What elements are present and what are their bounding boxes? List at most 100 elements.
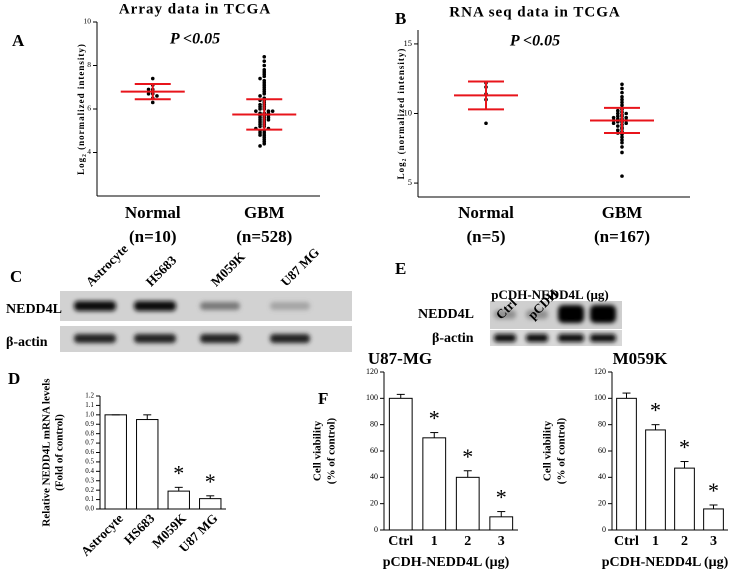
chart-subtitle: P <0.05: [169, 31, 220, 48]
category-count: (n=167): [594, 227, 650, 246]
data-point: [611, 115, 616, 120]
x-tick-label: 2: [464, 534, 471, 549]
y-tick-label: 0.9: [85, 420, 94, 428]
chart-title: Array data in TCGA: [119, 1, 271, 17]
y-axis-label: Log₂ (normalized intensity): [76, 43, 86, 175]
category-label: Normal: [458, 203, 514, 222]
y-axis-label: Cell viability: [312, 420, 324, 481]
y-tick-label: 1.0: [85, 410, 94, 418]
chart-title: M059K: [613, 349, 669, 368]
chart-title: U87-MG: [368, 349, 432, 368]
data-point: [624, 121, 628, 126]
chart-subtitle: P <0.05: [509, 33, 560, 50]
data-point: [258, 94, 262, 98]
data-point: [258, 105, 262, 109]
x-axis-label: pCDH-NEDD4L (μg): [602, 555, 729, 570]
data-point: [262, 63, 267, 68]
bar: [645, 429, 666, 531]
row-label: β-actin: [432, 331, 474, 346]
bar: [167, 490, 190, 510]
row-label: NEDD4L: [6, 302, 62, 317]
y-tick-label: 0.3: [85, 476, 94, 484]
data-point: [616, 114, 620, 119]
y-tick-label: 100: [594, 393, 606, 402]
x-tick-label: 2: [681, 534, 688, 549]
y-tick-label: 15: [404, 38, 413, 48]
y-tick-label: 0.2: [85, 486, 94, 494]
y-tick-label: 0.1: [85, 495, 94, 503]
y-tick-label: 1.1: [85, 401, 94, 409]
data-point: [620, 95, 624, 99]
y-tick-label: 1.2: [85, 392, 94, 400]
data-point: [616, 128, 620, 132]
y-tick-label: 0: [602, 525, 606, 534]
y-axis-label: Cell viability: [542, 420, 554, 481]
y-tick-label: 10: [404, 107, 413, 117]
bar: [422, 437, 447, 531]
data-point: [254, 109, 258, 113]
significance-mark: *: [650, 398, 661, 423]
lane-label: 3: [600, 307, 607, 322]
y-axis-label: (Fold of control): [54, 414, 66, 491]
data-point: [146, 87, 151, 92]
data-point: [258, 144, 262, 148]
data-point: [620, 86, 624, 91]
x-tick-label: Ctrl: [614, 534, 639, 549]
data-point: [258, 133, 262, 137]
data-point: [616, 108, 620, 113]
y-tick-label: 120: [366, 367, 378, 376]
data-point: [620, 82, 624, 87]
data-point: [616, 111, 620, 116]
data-point: [624, 115, 628, 120]
y-tick-label: 60: [370, 446, 378, 455]
bar: [199, 498, 222, 510]
data-point: [150, 76, 155, 81]
data-point: [262, 91, 267, 96]
data-point: [258, 124, 262, 129]
lane-label: U87 MG: [278, 245, 323, 290]
data-point: [620, 100, 624, 105]
significance-mark: *: [429, 406, 440, 431]
x-tick-label: Astrocyte: [78, 510, 126, 558]
data-point: [262, 59, 267, 63]
data-point: [146, 91, 151, 96]
significance-mark: *: [496, 485, 507, 510]
y-tick-label: 80: [370, 419, 378, 428]
significance-mark: *: [462, 444, 473, 469]
data-point: [616, 124, 620, 128]
y-tick-label: 10: [84, 17, 92, 26]
data-point: [258, 76, 262, 81]
y-tick-label: 40: [598, 472, 606, 481]
panel-letter: A: [12, 31, 25, 50]
lane-label: Astrocyte: [83, 241, 131, 289]
significance-mark: *: [708, 478, 719, 503]
y-tick-label: 120: [594, 367, 606, 376]
y-tick-label: 6: [87, 104, 91, 113]
data-point: [262, 142, 267, 146]
significance-mark: *: [679, 435, 690, 460]
panel-letter: F: [318, 389, 328, 408]
y-tick-label: 40: [370, 472, 378, 481]
x-tick-label: 3: [710, 534, 717, 549]
y-tick-label: 60: [598, 446, 606, 455]
category-label: GBM: [602, 203, 643, 222]
y-tick-label: 0: [374, 525, 378, 534]
panel-letter: E: [395, 259, 406, 278]
category-count: (n=5): [467, 227, 506, 246]
lane-label: HS683: [143, 252, 180, 289]
x-tick-label: 3: [498, 534, 505, 549]
bar: [136, 419, 159, 510]
data-point: [620, 150, 624, 155]
bar: [455, 476, 480, 531]
data-point: [620, 97, 624, 102]
data-point: [262, 55, 267, 59]
lane-label: 2: [568, 307, 575, 322]
data-point: [620, 103, 624, 107]
y-tick-label: 100: [366, 393, 378, 402]
y-axis-label: Relative NEDD4L mRNA levels: [41, 378, 53, 527]
lane-label: M059K: [208, 248, 249, 289]
y-tick-label: 0.6: [85, 448, 94, 456]
y-tick-label: 8: [87, 60, 91, 69]
